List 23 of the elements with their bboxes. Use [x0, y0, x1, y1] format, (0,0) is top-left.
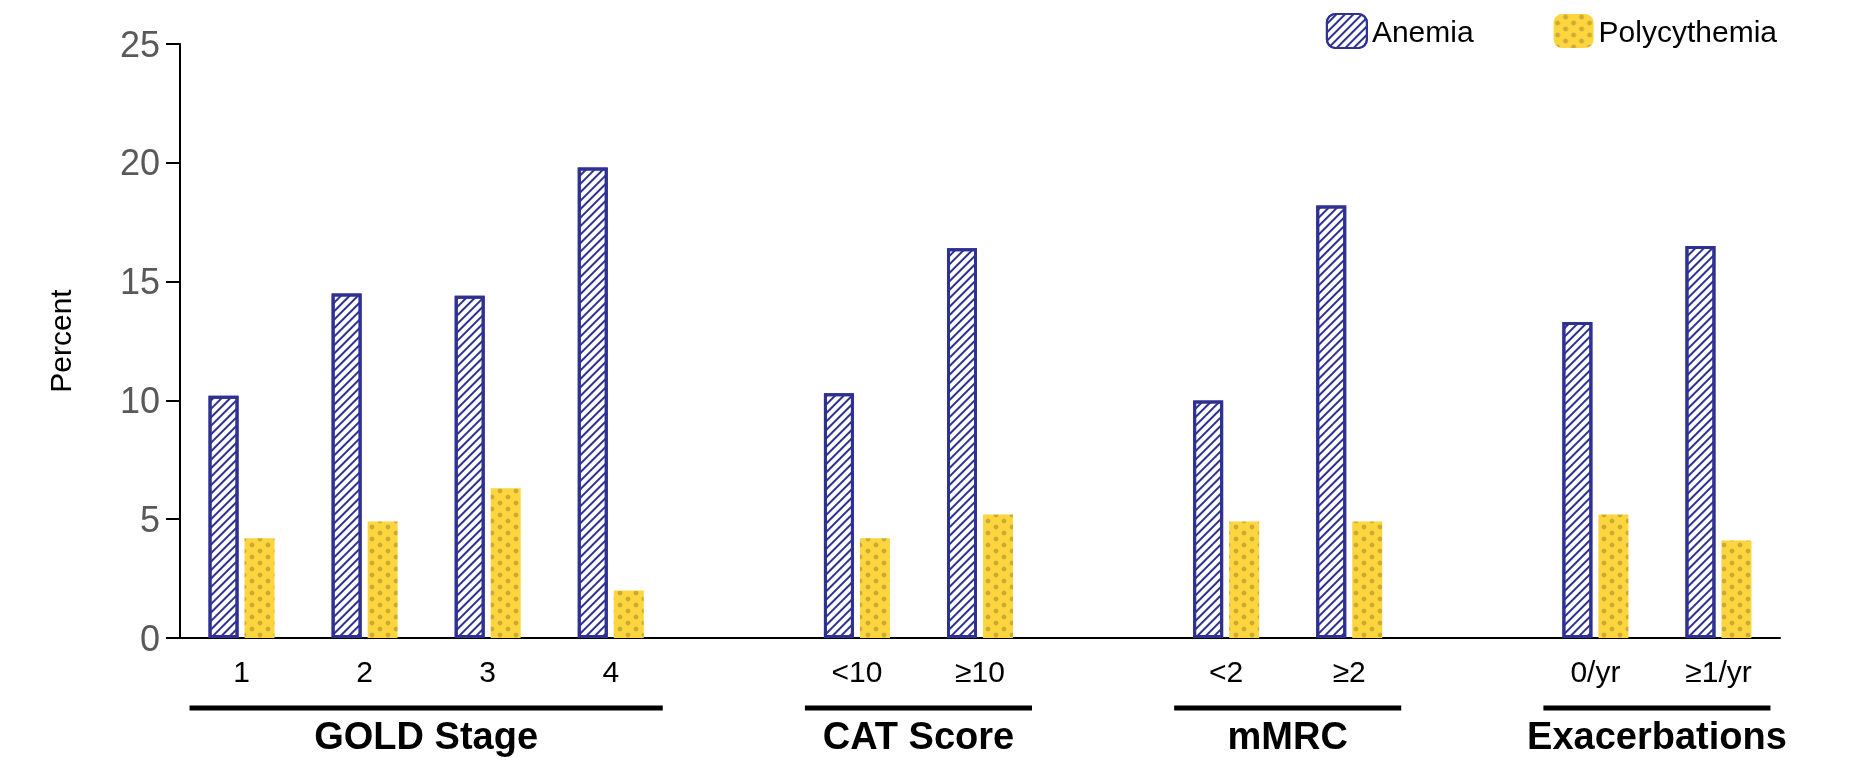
x-tick-label: ≥10 [955, 654, 1005, 688]
x-tick-label: <2 [1209, 654, 1244, 688]
y-tick-label: 15 [119, 261, 160, 303]
y-tick-label: 25 [119, 23, 160, 65]
text: GOLD Stage [314, 715, 539, 757]
x-tick-label: ≥2 [1332, 654, 1366, 688]
text: Exacerbations [1527, 715, 1787, 757]
x-tick-label: 1 [233, 654, 250, 688]
y-tick-label: 0 [139, 617, 160, 659]
x-tick-label: 3 [479, 654, 497, 688]
x-tick-label: 0/yr [1570, 654, 1621, 688]
text: CAT Score [822, 715, 1015, 757]
x-tick-label: 4 [602, 654, 620, 688]
legend-label: Polycythemia [1598, 14, 1778, 48]
y-axis-title: Percent [43, 288, 77, 393]
y-tick-label: 5 [139, 498, 160, 540]
y-tick-label: 10 [119, 379, 160, 421]
legend-label: Anemia [1371, 14, 1474, 48]
y-tick-label: 20 [119, 142, 160, 184]
text: mMRC [1227, 715, 1348, 757]
x-tick-label: <10 [831, 654, 883, 688]
x-tick-label: ≥1/yr [1685, 654, 1752, 688]
x-tick-label: 2 [356, 654, 373, 688]
